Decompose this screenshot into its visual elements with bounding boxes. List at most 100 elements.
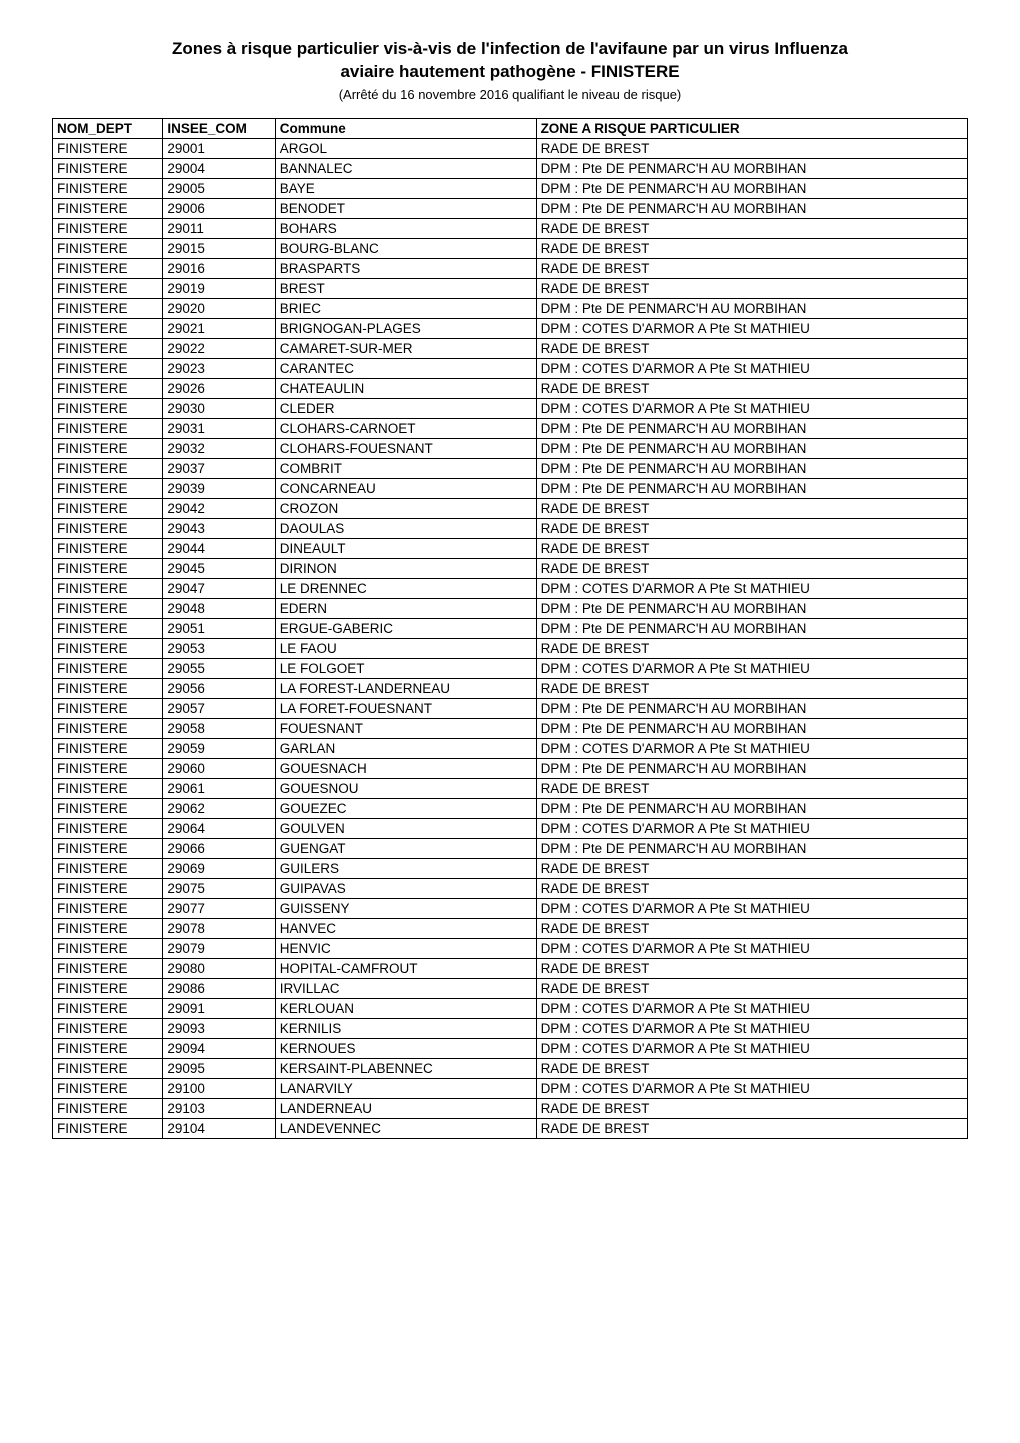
table-cell: RADE DE BREST xyxy=(536,378,967,398)
table-cell: 29042 xyxy=(163,498,275,518)
table-cell: FINISTERE xyxy=(53,1118,163,1138)
table-cell: 29004 xyxy=(163,158,275,178)
table-cell: DPM : COTES D'ARMOR A Pte St MATHIEU xyxy=(536,738,967,758)
table-cell: 29044 xyxy=(163,538,275,558)
table-cell: FINISTERE xyxy=(53,878,163,898)
table-cell: FINISTERE xyxy=(53,918,163,938)
col-header-zone: ZONE A RISQUE PARTICULIER xyxy=(536,118,967,138)
table-cell: DPM : COTES D'ARMOR A Pte St MATHIEU xyxy=(536,998,967,1018)
table-cell: GUILERS xyxy=(275,858,536,878)
table-cell: 29021 xyxy=(163,318,275,338)
table-cell: HANVEC xyxy=(275,918,536,938)
table-cell: CARANTEC xyxy=(275,358,536,378)
table-cell: 29058 xyxy=(163,718,275,738)
table-cell: 29069 xyxy=(163,858,275,878)
table-cell: 29077 xyxy=(163,898,275,918)
table-cell: 29061 xyxy=(163,778,275,798)
table-cell: DPM : COTES D'ARMOR A Pte St MATHIEU xyxy=(536,1038,967,1058)
table-row: FINISTERE29020BRIECDPM : Pte DE PENMARC'… xyxy=(53,298,968,318)
table-row: FINISTERE29053LE FAOURADE DE BREST xyxy=(53,638,968,658)
table-row: FINISTERE29077GUISSENYDPM : COTES D'ARMO… xyxy=(53,898,968,918)
table-cell: FINISTERE xyxy=(53,778,163,798)
table-cell: FINISTERE xyxy=(53,1078,163,1098)
table-row: FINISTERE29057LA FORET-FOUESNANTDPM : Pt… xyxy=(53,698,968,718)
table-cell: FINISTERE xyxy=(53,938,163,958)
table-cell: FINISTERE xyxy=(53,558,163,578)
table-cell: 29051 xyxy=(163,618,275,638)
table-cell: FINISTERE xyxy=(53,638,163,658)
table-cell: DPM : COTES D'ARMOR A Pte St MATHIEU xyxy=(536,358,967,378)
table-row: FINISTERE29080HOPITAL-CAMFROUTRADE DE BR… xyxy=(53,958,968,978)
table-cell: FINISTERE xyxy=(53,298,163,318)
table-cell: FINISTERE xyxy=(53,958,163,978)
table-cell: LANARVILY xyxy=(275,1078,536,1098)
table-cell: DPM : Pte DE PENMARC'H AU MORBIHAN xyxy=(536,438,967,458)
document-page: Zones à risque particulier vis-à-vis de … xyxy=(0,0,1020,1179)
table-cell: RADE DE BREST xyxy=(536,978,967,998)
table-cell: FINISTERE xyxy=(53,178,163,198)
table-row: FINISTERE29005BAYEDPM : Pte DE PENMARC'H… xyxy=(53,178,968,198)
table-row: FINISTERE29011BOHARSRADE DE BREST xyxy=(53,218,968,238)
table-cell: CROZON xyxy=(275,498,536,518)
table-row: FINISTERE29021BRIGNOGAN-PLAGESDPM : COTE… xyxy=(53,318,968,338)
table-cell: 29053 xyxy=(163,638,275,658)
table-cell: 29045 xyxy=(163,558,275,578)
table-cell: DIRINON xyxy=(275,558,536,578)
table-cell: RADE DE BREST xyxy=(536,138,967,158)
table-cell: FINISTERE xyxy=(53,858,163,878)
table-cell: FINISTERE xyxy=(53,238,163,258)
table-cell: HOPITAL-CAMFROUT xyxy=(275,958,536,978)
table-cell: 29037 xyxy=(163,458,275,478)
table-cell: GUENGAT xyxy=(275,838,536,858)
table-cell: CAMARET-SUR-MER xyxy=(275,338,536,358)
table-cell: KERLOUAN xyxy=(275,998,536,1018)
table-cell: IRVILLAC xyxy=(275,978,536,998)
table-cell: FINISTERE xyxy=(53,738,163,758)
table-cell: 29091 xyxy=(163,998,275,1018)
table-cell: DPM : Pte DE PENMARC'H AU MORBIHAN xyxy=(536,798,967,818)
table-cell: 29006 xyxy=(163,198,275,218)
table-cell: FINISTERE xyxy=(53,658,163,678)
table-cell: FINISTERE xyxy=(53,598,163,618)
table-cell: 29095 xyxy=(163,1058,275,1078)
table-cell: CHATEAULIN xyxy=(275,378,536,398)
table-cell: KERNOUES xyxy=(275,1038,536,1058)
table-cell: 29103 xyxy=(163,1098,275,1118)
table-cell: 29020 xyxy=(163,298,275,318)
table-row: FINISTERE29060GOUESNACHDPM : Pte DE PENM… xyxy=(53,758,968,778)
table-cell: 29026 xyxy=(163,378,275,398)
table-cell: FINISTERE xyxy=(53,1058,163,1078)
page-title-line2: aviaire hautement pathogène - FINISTERE xyxy=(52,61,968,82)
table-cell: 29075 xyxy=(163,878,275,898)
table-cell: DPM : Pte DE PENMARC'H AU MORBIHAN xyxy=(536,718,967,738)
table-cell: GUIPAVAS xyxy=(275,878,536,898)
table-cell: GARLAN xyxy=(275,738,536,758)
table-cell: RADE DE BREST xyxy=(536,338,967,358)
table-cell: BREST xyxy=(275,278,536,298)
table-cell: RADE DE BREST xyxy=(536,238,967,258)
table-cell: DPM : Pte DE PENMARC'H AU MORBIHAN xyxy=(536,698,967,718)
table-row: FINISTERE29023CARANTECDPM : COTES D'ARMO… xyxy=(53,358,968,378)
table-cell: GOUESNOU xyxy=(275,778,536,798)
table-row: FINISTERE29103LANDERNEAURADE DE BREST xyxy=(53,1098,968,1118)
table-cell: FINISTERE xyxy=(53,818,163,838)
table-cell: FINISTERE xyxy=(53,258,163,278)
table-row: FINISTERE29047LE DRENNECDPM : COTES D'AR… xyxy=(53,578,968,598)
table-row: FINISTERE29061GOUESNOURADE DE BREST xyxy=(53,778,968,798)
table-cell: CLOHARS-CARNOET xyxy=(275,418,536,438)
table-row: FINISTERE29055LE FOLGOETDPM : COTES D'AR… xyxy=(53,658,968,678)
table-cell: 29039 xyxy=(163,478,275,498)
table-row: FINISTERE29045DIRINONRADE DE BREST xyxy=(53,558,968,578)
table-row: FINISTERE29022CAMARET-SUR-MERRADE DE BRE… xyxy=(53,338,968,358)
table-cell: FINISTERE xyxy=(53,1038,163,1058)
col-header-commune: Commune xyxy=(275,118,536,138)
table-cell: 29047 xyxy=(163,578,275,598)
table-row: FINISTERE29044DINEAULTRADE DE BREST xyxy=(53,538,968,558)
table-cell: 29031 xyxy=(163,418,275,438)
table-row: FINISTERE29091KERLOUANDPM : COTES D'ARMO… xyxy=(53,998,968,1018)
table-cell: LE FOLGOET xyxy=(275,658,536,678)
table-row: FINISTERE29100LANARVILYDPM : COTES D'ARM… xyxy=(53,1078,968,1098)
table-row: FINISTERE29030CLEDERDPM : COTES D'ARMOR … xyxy=(53,398,968,418)
table-cell: DPM : Pte DE PENMARC'H AU MORBIHAN xyxy=(536,178,967,198)
table-cell: GOUEZEC xyxy=(275,798,536,818)
